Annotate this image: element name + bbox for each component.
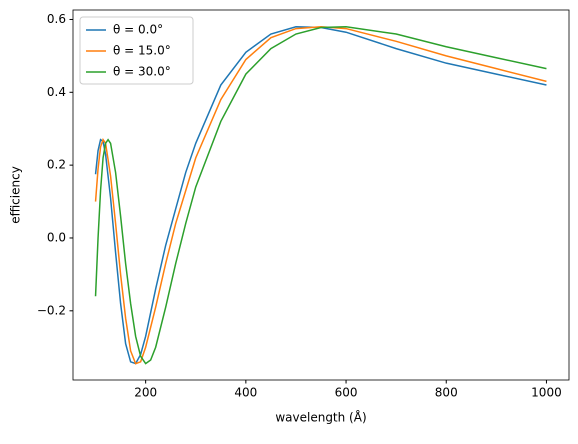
x-axis-label: wavelength (Å) [275, 410, 366, 425]
legend-box [79, 16, 194, 85]
line-series [94, 26, 547, 365]
y-tick-label: 0.6 [47, 12, 66, 26]
x-tick-label: 400 [234, 386, 257, 400]
x-tick-label: 200 [134, 386, 157, 400]
x-tick-label: 800 [435, 386, 458, 400]
x-tick-label: 600 [335, 386, 358, 400]
y-tick-label: −0.2 [37, 303, 66, 317]
legend-label: θ = 0.0° [113, 23, 163, 37]
y-axis-label: efficiency [9, 166, 23, 224]
legend-label: θ = 30.0° [113, 65, 171, 79]
x-tick-label: 1000 [531, 386, 562, 400]
legend-label: θ = 15.0° [113, 44, 171, 58]
plot-frame [72, 9, 570, 381]
y-tick-label: 0.0 [47, 230, 66, 244]
line-series [94, 25, 547, 365]
y-tick-label: 0.4 [47, 85, 66, 99]
y-tick-label: 0.2 [47, 158, 66, 172]
